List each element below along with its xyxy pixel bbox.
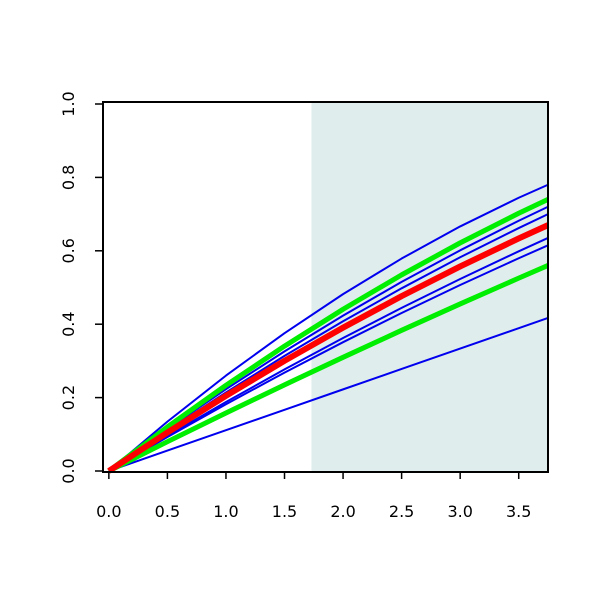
series-line bbox=[107, 263, 549, 474]
x-tick-label: 3.0 bbox=[447, 502, 472, 521]
x-tick-label: 1.0 bbox=[213, 502, 238, 521]
plot-frame bbox=[102, 101, 549, 473]
series-line bbox=[107, 222, 550, 474]
x-tick-label: 1.5 bbox=[272, 502, 297, 521]
series-line bbox=[107, 197, 550, 473]
x-tick-label: 2.5 bbox=[389, 502, 414, 521]
y-tick-label: 0.2 bbox=[59, 385, 78, 410]
shade bbox=[311, 102, 548, 472]
x-tick-label: 2.0 bbox=[330, 502, 355, 521]
x-tick-label: 3.5 bbox=[506, 502, 531, 521]
series-line bbox=[108, 237, 549, 472]
y-tick-label: 0.0 bbox=[59, 458, 78, 483]
series-line bbox=[108, 183, 549, 472]
x-tick-label: 0.5 bbox=[155, 502, 180, 521]
y-tick-label: 0.8 bbox=[59, 165, 78, 190]
y-tick-label: 0.6 bbox=[59, 238, 78, 263]
y-tick-label: 0.4 bbox=[59, 311, 78, 336]
series-line bbox=[108, 317, 549, 472]
y-tick-label: 1.0 bbox=[59, 91, 78, 116]
x-tick-label: 0.0 bbox=[96, 502, 121, 521]
series-line bbox=[108, 244, 549, 472]
